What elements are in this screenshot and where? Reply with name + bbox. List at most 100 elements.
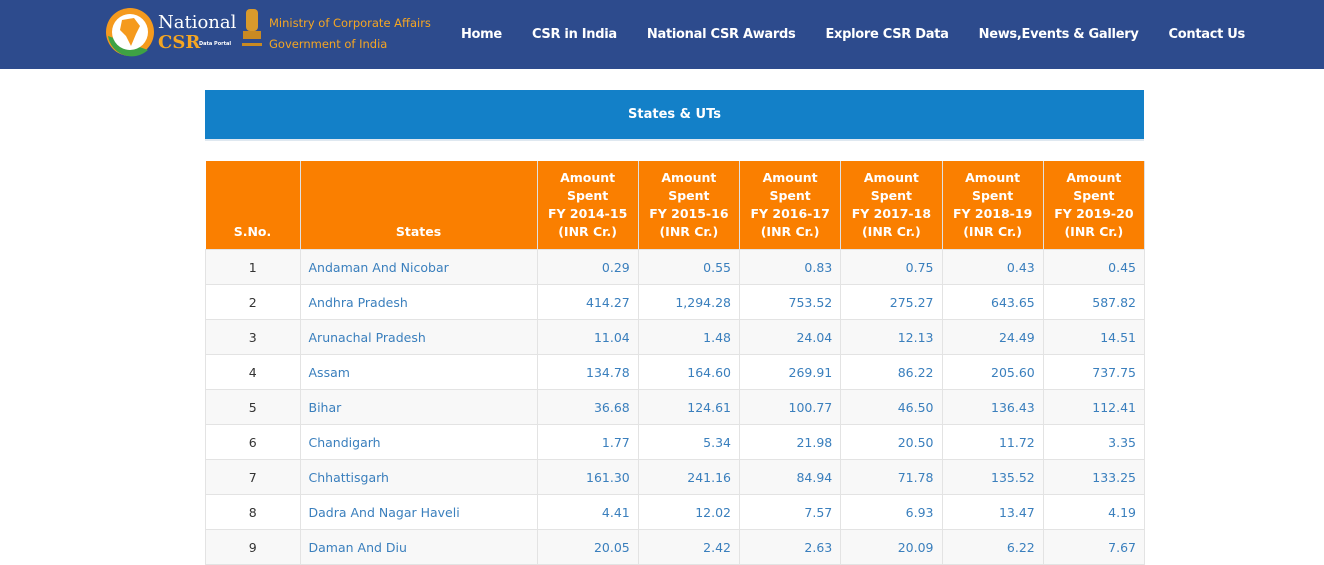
table-row: 6 Chandigarh 1.77 5.34 21.98 20.50 11.72 3.35: [205, 424, 1146, 460]
section-title: States & UTs: [205, 90, 1144, 141]
amount-cell: 0.43: [941, 249, 1044, 285]
table-body: 1 Andaman And Nicobar 0.29 0.55 0.83 0.75 0.43…: [205, 249, 1146, 565]
state-cell: Dadra And Nagar Haveli: [299, 494, 538, 530]
serial-cell: 3: [205, 319, 301, 355]
amount-cell: 36.68: [536, 389, 639, 425]
column-header: States: [300, 161, 538, 250]
column-header: Amount Spent FY 2014-15 (INR Cr.): [537, 161, 639, 250]
amount-cell: 0.55: [637, 249, 741, 285]
amount-cell: 205.60: [941, 354, 1044, 390]
state-cell: Andaman And Nicobar: [299, 249, 538, 285]
amount-cell: 12.13: [840, 319, 943, 355]
amount-cell: 5.34: [637, 424, 741, 460]
column-header: S.No.: [205, 161, 301, 250]
nav-link[interactable]: News,Events & Gallery: [978, 27, 1139, 42]
amount-cell: 124.61: [637, 389, 741, 425]
serial-cell: 1: [205, 249, 301, 285]
column-header: Amount Spent FY 2018-19 (INR Cr.): [942, 161, 1044, 250]
amount-cell: 643.65: [941, 284, 1044, 320]
nav: Home CSR in India National CSR Awards Explo…: [461, 0, 1245, 69]
serial-cell: 7: [205, 459, 301, 495]
amount-cell: 587.82: [1042, 284, 1146, 320]
column-header: Amount Spent FY 2016-17 (INR Cr.): [739, 161, 842, 250]
table-row: 7 Chhattisgarh 161.30 241.16 84.94 71.78 135.5…: [205, 459, 1146, 495]
header: National CSR Data Portal Ministry of Cor…: [0, 0, 1324, 69]
amount-cell: 737.75: [1042, 354, 1146, 390]
column-header: Amount Spent FY 2019-20 (INR Cr.): [1043, 161, 1146, 250]
amount-cell: 414.27: [536, 284, 639, 320]
amount-cell: 20.50: [840, 424, 943, 460]
serial-cell: 6: [205, 424, 301, 460]
amount-cell: 14.51: [1042, 319, 1146, 355]
amount-cell: 46.50: [840, 389, 943, 425]
amount-cell: 112.41: [1042, 389, 1146, 425]
amount-cell: 4.41: [536, 494, 639, 530]
amount-cell: 13.47: [941, 494, 1044, 530]
amount-cell: 7.57: [738, 494, 842, 530]
nav-link[interactable]: Explore CSR Data: [825, 27, 949, 42]
amount-cell: 6.22: [941, 529, 1044, 565]
amount-cell: 1.48: [637, 319, 741, 355]
amount-cell: 20.09: [840, 529, 943, 565]
serial-cell: 9: [205, 529, 301, 565]
amount-cell: 24.49: [941, 319, 1044, 355]
amount-cell: 4.19: [1042, 494, 1146, 530]
table-row: 8 Dadra And Nagar Haveli 4.41 12.02 7.57 6.93…: [205, 494, 1146, 530]
amount-cell: 6.93: [840, 494, 943, 530]
logo-text: CSR: [158, 32, 201, 53]
nav-link[interactable]: CSR in India: [531, 27, 617, 42]
amount-cell: 135.52: [941, 459, 1044, 495]
logo-icon: [106, 8, 154, 57]
amount-cell: 133.25: [1042, 459, 1146, 495]
logo-text: National: [158, 12, 237, 33]
amount-cell: 12.02: [637, 494, 741, 530]
amount-cell: 1.77: [536, 424, 639, 460]
amount-cell: 0.83: [738, 249, 842, 285]
nav-link[interactable]: Home: [460, 27, 502, 42]
logo-subtext: Data Portal: [199, 41, 232, 47]
amount-cell: 161.30: [536, 459, 639, 495]
amount-cell: 0.45: [1042, 249, 1146, 285]
amount-cell: 11.72: [941, 424, 1044, 460]
nav-link[interactable]: National CSR Awards: [646, 27, 796, 42]
amount-cell: 2.42: [637, 529, 741, 565]
amount-cell: 164.60: [637, 354, 741, 390]
amount-cell: 1,294.28: [637, 284, 741, 320]
ministry-text: Ministry of Corporate Affairs: [269, 16, 431, 30]
serial-cell: 8: [205, 494, 301, 530]
table-row: 5 Bihar 36.68 124.61 100.77 46.50 136.43 112.41: [205, 389, 1146, 425]
amount-cell: 100.77: [738, 389, 842, 425]
amount-cell: 86.22: [840, 354, 943, 390]
serial-cell: 4: [205, 354, 301, 390]
table-row: 1 Andaman And Nicobar 0.29 0.55 0.83 0.75 0.43…: [205, 249, 1146, 285]
amount-cell: 7.67: [1042, 529, 1146, 565]
amount-cell: 3.35: [1042, 424, 1146, 460]
state-cell: Arunachal Pradesh: [299, 319, 538, 355]
amount-cell: 134.78: [536, 354, 639, 390]
amount-cell: 753.52: [738, 284, 842, 320]
amount-cell: 84.94: [738, 459, 842, 495]
serial-cell: 5: [205, 389, 301, 425]
serial-cell: 2: [205, 284, 301, 320]
state-cell: Bihar: [299, 389, 538, 425]
emblem: [242, 9, 262, 46]
column-header: Amount Spent FY 2017-18 (INR Cr.): [840, 161, 943, 250]
amount-cell: 275.27: [840, 284, 943, 320]
amount-cell: 71.78: [840, 459, 943, 495]
table-row: 9 Daman And Diu 20.05 2.42 2.63 20.09 6.22 7.67: [205, 529, 1146, 565]
amount-cell: 0.29: [536, 249, 639, 285]
state-cell: Chhattisgarh: [299, 459, 538, 495]
state-cell: Andhra Pradesh: [299, 284, 538, 320]
amount-cell: 0.75: [840, 249, 943, 285]
table-row: 3 Arunachal Pradesh 11.04 1.48 24.04 12.13 24.…: [205, 319, 1146, 355]
state-cell: Chandigarh: [299, 424, 538, 460]
data-table: S.No. States Amount Spent FY 2014-15 (INR …: [205, 161, 1146, 565]
amount-cell: 11.04: [536, 319, 639, 355]
amount-cell: 24.04: [738, 319, 842, 355]
amount-cell: 20.05: [536, 529, 639, 565]
amount-cell: 269.91: [738, 354, 842, 390]
amount-cell: 2.63: [738, 529, 842, 565]
nav-link[interactable]: Contact Us: [1168, 27, 1246, 42]
header-row: S.No. States Amount Spent FY 2014-15 (INR …: [205, 161, 1146, 250]
